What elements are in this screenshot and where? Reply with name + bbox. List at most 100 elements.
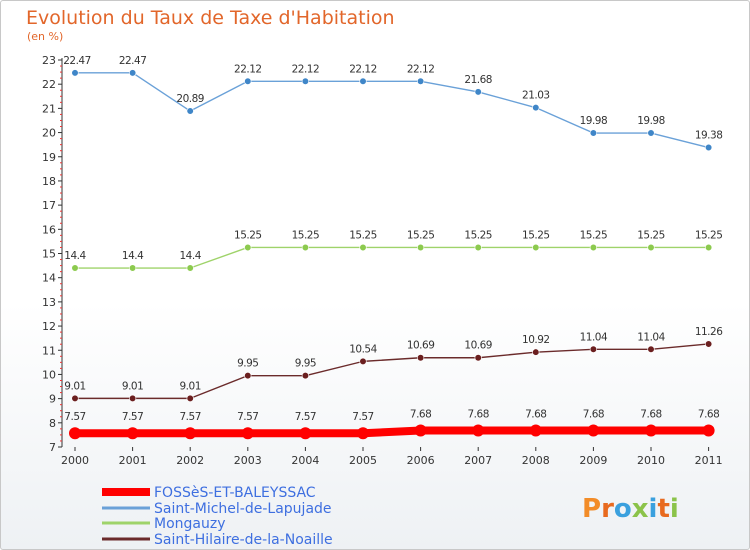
y-tick-label: 19	[42, 151, 56, 164]
y-tick-label: 18	[42, 175, 56, 188]
y-tick-label: 22	[42, 78, 56, 91]
data-label-saint-hilaire-de-la-noaille: 11.04	[580, 331, 608, 343]
legend-label-mongauzy: Mongauzy	[154, 516, 226, 532]
data-point-mongauzy	[359, 243, 367, 252]
data-label-saint-michel-de-lapujade: 20.89	[176, 93, 204, 105]
data-point-saint-hilaire-de-la-noaille	[129, 394, 137, 402]
data-label-foss-s-et-baleyssac: 7.68	[640, 409, 661, 421]
data-point-saint-michel-de-lapujade	[129, 69, 137, 77]
data-point-foss-s-et-baleyssac	[645, 424, 657, 437]
data-point-foss-s-et-baleyssac	[414, 424, 427, 437]
x-tick-label: 2000	[61, 454, 89, 467]
data-point-foss-s-et-baleyssac	[126, 427, 139, 440]
data-label-saint-michel-de-lapujade: 22.12	[234, 63, 262, 75]
data-label-mongauzy: 15.25	[234, 229, 262, 241]
data-point-saint-hilaire-de-la-noaille	[647, 345, 655, 353]
data-point-saint-michel-de-lapujade	[532, 104, 540, 112]
data-point-saint-hilaire-de-la-noaille	[474, 354, 482, 362]
logo-letter: o	[614, 494, 632, 524]
y-tick-label: 9	[49, 393, 56, 406]
x-tick-label: 2005	[349, 454, 377, 467]
series-line-saint-michel-de-lapujade	[74, 72, 710, 149]
data-label-foss-s-et-baleyssac: 7.57	[295, 411, 316, 423]
logo-letter: i	[670, 494, 679, 524]
logo-letter: t	[657, 494, 669, 524]
x-tick-label: 2001	[119, 454, 147, 467]
y-tick-label: 13	[42, 296, 56, 309]
data-label-foss-s-et-baleyssac: 7.68	[410, 409, 431, 421]
data-point-saint-hilaire-de-la-noaille	[71, 394, 79, 402]
legend-label-saint-michel-de-lapujade: Saint-Michel-de-Lapujade	[154, 501, 332, 517]
y-tick-label: 14	[42, 272, 56, 285]
data-label-foss-s-et-baleyssac: 7.57	[352, 411, 373, 423]
x-tick-label: 2002	[176, 454, 204, 467]
data-point-saint-michel-de-lapujade	[417, 77, 425, 85]
data-point-saint-hilaire-de-la-noaille	[186, 394, 194, 402]
data-label-mongauzy: 15.25	[407, 229, 435, 241]
data-point-saint-michel-de-lapujade	[186, 107, 194, 115]
proxiti-logo: Proxiti	[582, 494, 679, 524]
data-label-mongauzy: 14.4	[64, 250, 86, 262]
data-label-mongauzy: 14.4	[122, 250, 144, 262]
data-point-saint-hilaire-de-la-noaille	[417, 354, 425, 362]
logo-letter: r	[601, 494, 614, 524]
data-point-saint-michel-de-lapujade	[647, 129, 655, 137]
data-point-mongauzy	[186, 264, 194, 272]
data-label-foss-s-et-baleyssac: 7.57	[180, 411, 201, 423]
x-tick-label: 2009	[579, 454, 607, 467]
data-label-mongauzy: 15.25	[695, 229, 723, 241]
data-point-foss-s-et-baleyssac	[587, 424, 600, 437]
x-tick-label: 2004	[291, 454, 319, 467]
logo-text: Proxiti	[582, 494, 679, 524]
data-label-saint-hilaire-de-la-noaille: 9.01	[122, 380, 143, 392]
data-label-foss-s-et-baleyssac: 7.57	[237, 411, 258, 423]
series-line-mongauzy	[74, 246, 710, 269]
data-label-saint-michel-de-lapujade: 22.47	[119, 55, 147, 67]
x-tick-label: 2008	[522, 454, 550, 467]
data-label-mongauzy: 15.25	[522, 229, 550, 241]
data-point-mongauzy	[474, 243, 482, 252]
data-point-mongauzy	[417, 243, 425, 252]
logo-letter: P	[582, 494, 601, 524]
data-label-saint-hilaire-de-la-noaille: 11.26	[695, 326, 723, 338]
y-tick-label: 7	[49, 441, 56, 454]
data-label-mongauzy: 14.4	[180, 250, 202, 262]
data-label-foss-s-et-baleyssac: 7.68	[468, 409, 489, 421]
data-label-saint-michel-de-lapujade: 19.98	[637, 115, 665, 127]
legend: FOSSèS-ET-BALEYSSACSaint-Michel-de-Lapuj…	[102, 485, 333, 548]
data-label-mongauzy: 15.25	[292, 229, 320, 241]
data-point-foss-s-et-baleyssac	[472, 424, 485, 437]
data-point-foss-s-et-baleyssac	[184, 427, 197, 440]
y-tick-label: 8	[49, 417, 56, 430]
data-point-mongauzy	[71, 264, 79, 272]
data-point-mongauzy	[647, 243, 655, 252]
y-tick-label: 20	[42, 127, 56, 140]
data-label-mongauzy: 15.25	[464, 229, 492, 241]
data-label-saint-michel-de-lapujade: 22.12	[407, 63, 435, 75]
data-point-saint-hilaire-de-la-noaille	[244, 372, 252, 380]
x-tick-label: 2011	[695, 454, 723, 467]
data-label-saint-michel-de-lapujade: 22.12	[349, 63, 377, 75]
data-point-foss-s-et-baleyssac	[241, 427, 254, 440]
logo-letter: i	[649, 494, 658, 524]
data-label-saint-hilaire-de-la-noaille: 9.95	[295, 358, 316, 370]
data-label-foss-s-et-baleyssac: 7.57	[64, 411, 85, 423]
data-label-foss-s-et-baleyssac: 7.68	[525, 409, 546, 421]
y-tick-label: 21	[42, 102, 56, 115]
data-label-saint-hilaire-de-la-noaille: 9.95	[237, 358, 258, 370]
data-point-saint-hilaire-de-la-noaille	[532, 348, 540, 356]
data-label-saint-hilaire-de-la-noaille: 9.01	[180, 380, 201, 392]
data-point-saint-hilaire-de-la-noaille	[359, 357, 367, 365]
legend-label-saint-hilaire-de-la-noaille: Saint-Hilaire-de-la-Noaille	[154, 532, 333, 548]
data-point-foss-s-et-baleyssac	[299, 427, 312, 440]
data-point-mongauzy	[301, 243, 310, 252]
data-point-saint-hilaire-de-la-noaille	[589, 345, 598, 353]
y-tick-label: 16	[42, 223, 56, 236]
data-point-saint-michel-de-lapujade	[244, 77, 252, 85]
data-label-mongauzy: 15.25	[580, 229, 608, 241]
data-label-saint-hilaire-de-la-noaille: 10.54	[349, 343, 377, 355]
series-line-saint-hilaire-de-la-noaille	[74, 343, 710, 400]
data-label-mongauzy: 15.25	[349, 229, 377, 241]
